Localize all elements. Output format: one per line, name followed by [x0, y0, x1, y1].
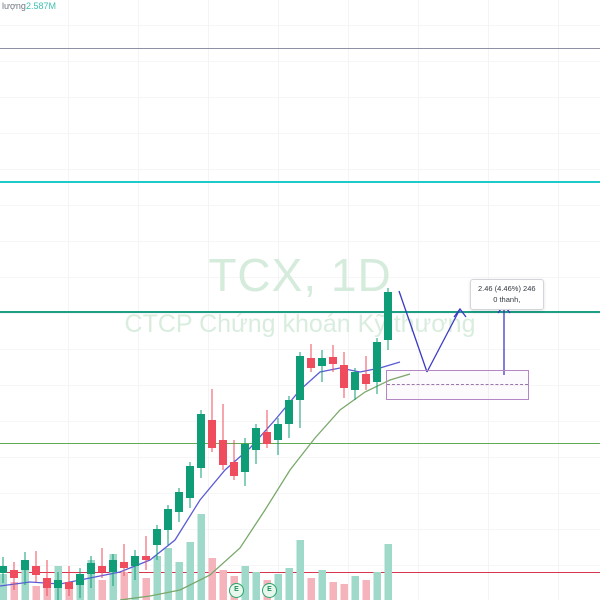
candle-body — [10, 570, 18, 578]
volume-bar — [351, 576, 359, 600]
candle-body — [142, 556, 150, 560]
candle-body — [120, 562, 128, 568]
candle-body — [252, 428, 260, 450]
volume-bar — [285, 568, 293, 600]
candle-body — [76, 574, 84, 585]
volume-bar — [0, 574, 7, 600]
volume-bar — [362, 580, 370, 600]
volume-bar — [175, 562, 183, 600]
candle-body — [164, 509, 172, 530]
candle-body — [307, 358, 315, 368]
candle-body — [274, 424, 282, 440]
candle-body — [296, 356, 304, 400]
moving-average-green — [119, 373, 411, 600]
earnings-marker[interactable]: E — [262, 583, 277, 598]
candle-body — [329, 357, 337, 364]
volume-bar — [296, 540, 304, 600]
volume-bar — [274, 574, 282, 600]
volume-bar — [197, 514, 205, 600]
tooltip-line-2: 0 thanh, — [493, 295, 521, 304]
watermark-symbol: TCX, 1D — [208, 249, 392, 301]
watermark-company: CTCP Chứng khoán Kỹ thương — [124, 310, 476, 338]
legend-label: lượng — [2, 1, 26, 11]
candle-body — [318, 358, 326, 366]
volume-bar — [10, 582, 18, 600]
candle-body — [87, 563, 95, 574]
teal-level[interactable] — [0, 311, 600, 313]
volume-bar — [329, 582, 337, 600]
candle-body — [197, 414, 205, 468]
candle-body — [351, 372, 359, 390]
tooltip-line-1: 2.46 (4.46%) 246 — [478, 284, 536, 293]
candle-body — [362, 374, 370, 384]
volume-bar — [98, 580, 106, 600]
volume-bar — [373, 572, 381, 600]
candle-body — [65, 582, 73, 589]
candle-body — [98, 566, 106, 572]
projection-segment — [398, 290, 428, 373]
candle-body — [109, 560, 117, 572]
candle-body — [131, 556, 139, 566]
consolidation-zone[interactable] — [386, 370, 529, 400]
volume-legend[interactable]: lượng2.587M — [2, 1, 56, 12]
zone-midline — [387, 384, 528, 385]
candle-body — [0, 566, 7, 573]
volume-bar — [252, 572, 260, 600]
volume-bar — [32, 586, 40, 600]
volume-bar — [153, 556, 161, 600]
volume-bar — [142, 578, 150, 600]
volume-bar — [120, 572, 128, 600]
legend-value: 2.587M — [25, 1, 56, 11]
volume-bar — [340, 584, 348, 600]
volume-bar — [131, 564, 139, 600]
candle-body — [186, 466, 194, 498]
volume-bar — [208, 558, 216, 600]
volume-bar — [186, 542, 194, 600]
candle-body — [54, 580, 62, 588]
projection-segment — [426, 308, 461, 373]
candle-body — [263, 432, 271, 444]
candle-body — [175, 492, 183, 512]
candle-body — [230, 462, 238, 476]
volume-bar — [307, 578, 315, 600]
candle-body — [21, 560, 29, 570]
projection-arrows — [398, 290, 511, 375]
price-tooltip[interactable]: 2.46 (4.46%) 246 0 thanh, — [470, 279, 544, 310]
projection-arrowhead — [453, 307, 467, 318]
upper-resistance[interactable] — [0, 48, 600, 50]
candle-body — [340, 365, 348, 388]
candle-body — [153, 529, 161, 545]
candle-body — [208, 420, 216, 448]
candle-body — [43, 578, 51, 588]
volume-bar — [219, 570, 227, 600]
candle-body — [32, 566, 40, 575]
volume-bar — [318, 570, 326, 600]
candle-body — [241, 444, 249, 472]
candle-body — [373, 342, 381, 382]
green-support[interactable] — [0, 443, 600, 445]
candle-body — [285, 400, 293, 424]
candle-body — [384, 292, 392, 340]
cyan-level[interactable] — [0, 181, 600, 183]
volume-bar — [164, 548, 172, 600]
volume-bar — [241, 566, 249, 600]
earnings-marker[interactable]: E — [229, 583, 244, 598]
volume-bar — [384, 544, 392, 600]
candle-body — [219, 440, 227, 465]
